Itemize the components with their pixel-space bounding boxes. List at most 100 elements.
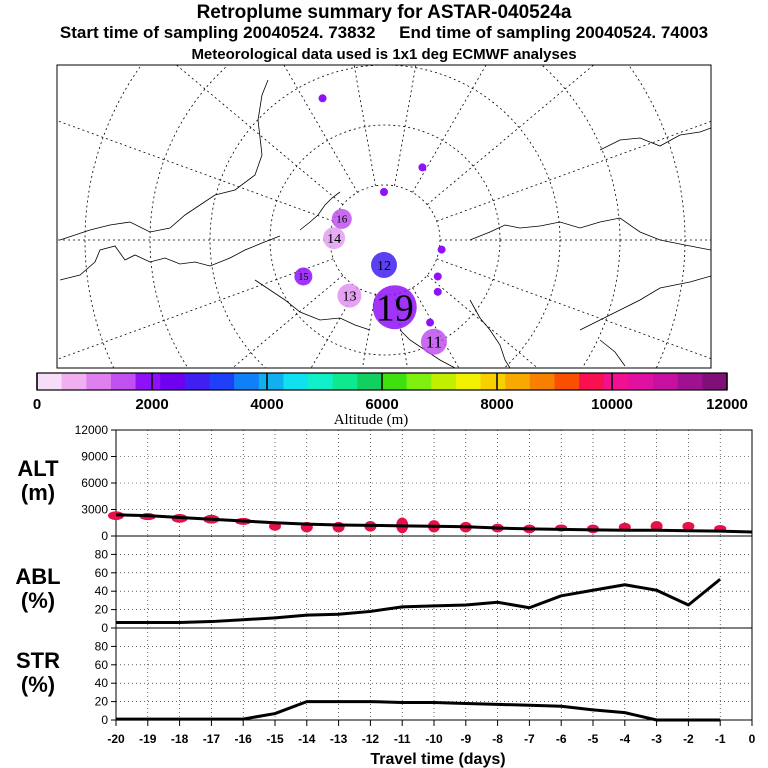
colorbar-cell xyxy=(234,373,260,390)
cluster-8-circle xyxy=(462,650,482,670)
y-tick-label: 0 xyxy=(101,529,108,543)
x-tick-label: -4 xyxy=(619,732,630,746)
x-tick-label: -15 xyxy=(266,732,284,746)
cluster-13-circle xyxy=(337,283,362,308)
abl-axis-name: ABL xyxy=(15,564,60,589)
end-time-label: End time of sampling 20040524. 74003 xyxy=(399,23,709,42)
colorbar-cell xyxy=(37,373,63,390)
cluster-9-circle xyxy=(464,560,480,576)
cluster-14-label: 14 xyxy=(327,232,341,247)
coastline-caspian xyxy=(599,339,626,367)
str-axis-name: STR xyxy=(16,648,60,673)
colorbar-cell xyxy=(135,373,161,390)
x-tick-label: -2 xyxy=(683,732,694,746)
colorbar-tick-label: 4000 xyxy=(250,396,283,413)
cluster-7-label: 7 xyxy=(504,599,511,614)
colorbar-cell xyxy=(653,373,679,390)
colorbar-cell xyxy=(702,373,728,390)
colorbar-label: Altitude (m) xyxy=(334,412,409,428)
x-tick-label: -17 xyxy=(203,732,221,746)
y-tick-label: 80 xyxy=(95,639,109,653)
colorbar-cell xyxy=(86,373,112,390)
x-tick-label: -6 xyxy=(556,732,567,746)
colorbar-cell xyxy=(382,373,408,390)
x-tick-label: -7 xyxy=(524,732,535,746)
cluster-dot xyxy=(418,163,427,172)
cluster-12-label: 12 xyxy=(377,259,391,274)
x-tick-label: -10 xyxy=(425,732,443,746)
colorbar-tick-label: 2000 xyxy=(135,396,168,413)
cluster-16-label: 16 xyxy=(336,214,348,226)
cluster-9-label: 9 xyxy=(469,562,475,576)
x-tick-label: -11 xyxy=(394,732,411,746)
met-data-note: Meteorological data used is 1x1 deg ECMW… xyxy=(191,46,577,63)
data-series xyxy=(108,511,753,722)
alt-axis-name: ALT xyxy=(17,456,59,481)
cluster-dot xyxy=(437,245,446,254)
colorbar-tick-label: 10000 xyxy=(591,396,633,413)
y-tick-label: 9000 xyxy=(81,450,108,464)
colorbar-cell xyxy=(529,373,555,390)
cluster-20-circle xyxy=(307,441,339,473)
x-axis-label: Travel time (days) xyxy=(370,751,505,768)
x-tick-label: -13 xyxy=(330,732,348,746)
cluster-7-circle xyxy=(496,596,518,618)
x-tick-label: -8 xyxy=(492,732,503,746)
cluster-16-circle xyxy=(331,208,352,229)
x-tick-label: -12 xyxy=(362,732,380,746)
x-tick-label: -5 xyxy=(588,732,599,746)
cluster-11-circle xyxy=(420,328,447,355)
colorbar-tick-label: 8000 xyxy=(480,396,513,413)
cluster-19-circle xyxy=(372,285,417,330)
x-tick-label: -20 xyxy=(107,732,125,746)
colorbar-tick-label: 0 xyxy=(33,396,41,413)
cluster-15-circle xyxy=(294,267,313,286)
cluster-3-circle xyxy=(476,472,500,496)
x-tick-label: -1 xyxy=(715,732,726,746)
str-series-line xyxy=(116,700,721,722)
cluster-5-circle xyxy=(465,465,487,487)
cluster-13-label: 13 xyxy=(342,290,356,305)
colorbar-cell xyxy=(332,373,358,390)
cluster-1-circle xyxy=(437,468,469,500)
cluster-8-label: 8 xyxy=(469,653,476,668)
colorbar-tick-label: 6000 xyxy=(365,396,398,413)
coastline-siberia xyxy=(469,217,711,251)
x-tick-label: -16 xyxy=(235,732,253,746)
coastline-scandinavia xyxy=(469,299,511,368)
cluster-dot xyxy=(433,272,442,281)
map-contents: 1234567891011121314151617181920 xyxy=(57,65,711,670)
cluster-19-label: 19 xyxy=(376,288,414,330)
y-tick-label: 40 xyxy=(95,584,109,598)
colorbar-cell xyxy=(61,373,87,390)
y-tick-label: 6000 xyxy=(81,476,108,490)
y-tick-label: 60 xyxy=(95,658,109,672)
abl-series-line xyxy=(116,578,722,624)
y-tick-label: 60 xyxy=(95,566,109,580)
coastline-hudson xyxy=(59,235,281,281)
colorbar-tick-label: 12000 xyxy=(706,396,748,413)
colorbar-cell xyxy=(283,373,309,390)
colorbar-cells xyxy=(37,373,728,390)
colorbar-cell xyxy=(554,373,580,390)
y-tick-label: 0 xyxy=(101,621,108,635)
y-tick-label: 40 xyxy=(95,676,109,690)
colorbar-cell xyxy=(677,373,703,390)
sampling-times: Start time of sampling 20040524. 73832 E… xyxy=(0,23,768,43)
abl-axis-unit: (%) xyxy=(21,588,55,613)
cluster-2-circle xyxy=(447,451,467,471)
colorbar-cell xyxy=(110,373,137,390)
time-series-panels: ALT (m) ABL (%) STR (%) 1200090006000300… xyxy=(15,423,755,768)
colorbar-cell xyxy=(258,373,284,390)
y-tick-label: 80 xyxy=(95,547,109,561)
y-tick-label: 20 xyxy=(95,695,109,709)
colorbar-cell xyxy=(184,373,210,390)
coastline-labrador xyxy=(254,279,371,331)
coastline-greenland xyxy=(299,191,341,231)
colorbar-ticks: 0 2000 4000 6000 8000 10000 12000 xyxy=(33,373,748,413)
y-tick-labels: 12000 9000 6000 3000 0 80 60 40 20 0 80 60 40 20 0 xyxy=(75,423,116,727)
y-tick-label: 3000 xyxy=(81,503,108,517)
cluster-15-label: 15 xyxy=(298,272,308,283)
x-tick-labels: -20 -19 -18 -17 -16 -15 -14 -13 -12 -11 -10 -9 -8 -7-… xyxy=(107,720,756,746)
